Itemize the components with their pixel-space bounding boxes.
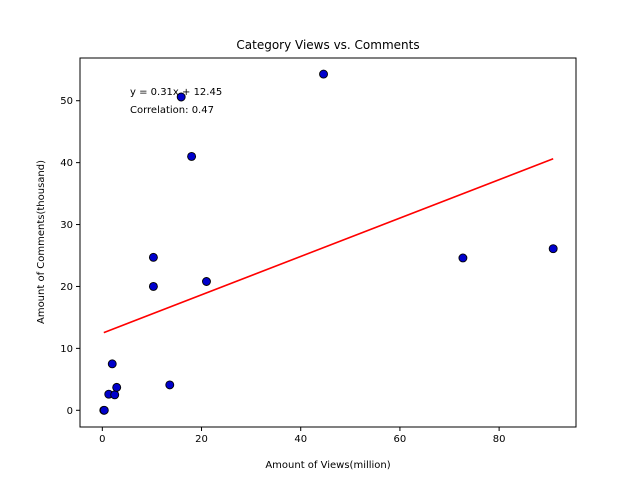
data-point — [107, 359, 117, 369]
data-point — [165, 380, 175, 390]
x-axis: 0 20 40 60 80 — [99, 427, 505, 445]
data-point — [112, 382, 122, 392]
x-tick-label: 60 — [394, 434, 407, 445]
data-point — [176, 92, 186, 102]
y-tick-label: 40 — [60, 158, 73, 169]
y-tick-label: 50 — [60, 96, 73, 107]
chart-title: Category Views vs. Comments — [236, 38, 419, 52]
y-axis: 0 10 20 30 40 50 — [60, 96, 80, 417]
data-point — [148, 252, 158, 262]
data-point — [319, 69, 328, 79]
plot-frame — [79, 57, 577, 428]
regression-line — [103, 157, 554, 334]
data-point — [202, 277, 211, 286]
y-axis-label: Amount of Comments(thousand) — [36, 160, 47, 324]
correlation-label: Correlation: 0.47 — [130, 105, 214, 116]
y-tick-label: 20 — [60, 282, 73, 293]
x-tick-label: 20 — [195, 434, 208, 445]
data-point — [99, 405, 109, 415]
x-tick-label: 80 — [493, 434, 506, 445]
y-tick-label: 10 — [60, 344, 73, 355]
data-points — [99, 69, 558, 415]
x-tick-label: 0 — [99, 434, 105, 445]
data-point — [110, 390, 120, 400]
data-point — [458, 253, 468, 263]
y-tick-label: 30 — [60, 220, 73, 231]
data-point — [148, 282, 158, 291]
equation-label: y = 0.31x + 12.45 — [130, 87, 222, 98]
data-point — [548, 244, 558, 254]
y-tick-label: 0 — [67, 406, 73, 417]
x-axis-label: Amount of Views(million) — [265, 460, 390, 471]
data-point — [187, 151, 197, 161]
x-tick-label: 40 — [294, 434, 307, 445]
